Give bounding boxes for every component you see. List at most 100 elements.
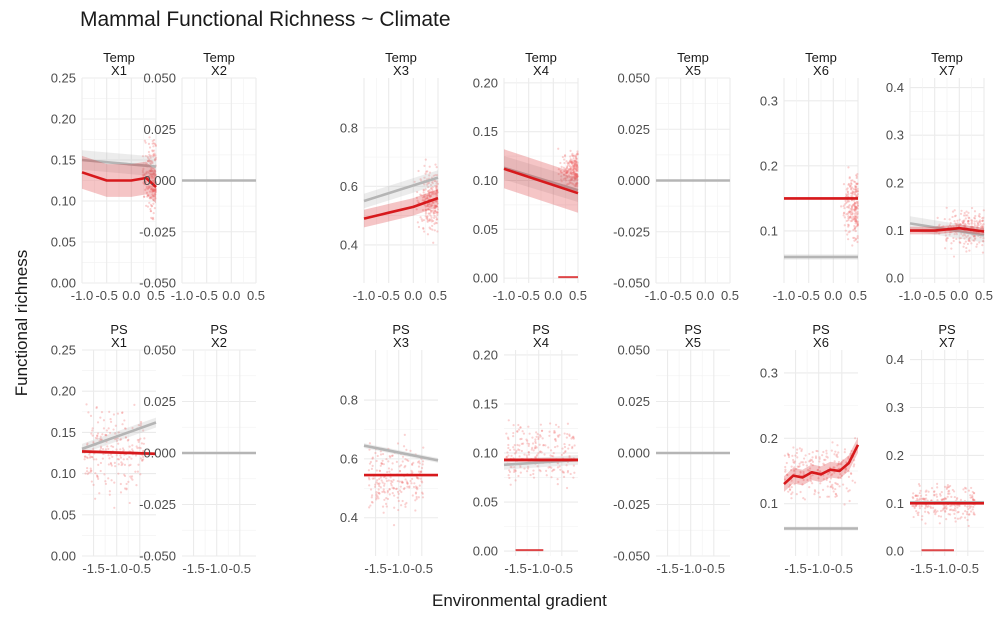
- data-point: [855, 182, 859, 185]
- data-point: [784, 470, 787, 473]
- data-point: [835, 454, 838, 457]
- x-tick-label: -1.0: [353, 288, 375, 303]
- data-point: [808, 460, 811, 463]
- data-point: [152, 216, 155, 219]
- data-point: [89, 414, 93, 417]
- data-point: [569, 158, 572, 161]
- data-point: [570, 161, 573, 164]
- data-point: [567, 182, 570, 186]
- data-point: [854, 215, 858, 219]
- data-point: [148, 153, 151, 156]
- data-point: [854, 227, 857, 230]
- data-point: [968, 216, 971, 220]
- data-point: [392, 487, 395, 490]
- data-point: [129, 463, 132, 466]
- data-point: [805, 464, 808, 467]
- data-point: [829, 477, 833, 480]
- data-point: [515, 449, 518, 452]
- data-point: [849, 472, 853, 475]
- data-point: [431, 202, 434, 205]
- data-point: [945, 507, 948, 511]
- data-point: [101, 433, 104, 436]
- data-point: [574, 174, 577, 178]
- data-point: [139, 447, 142, 450]
- data-point: [398, 469, 402, 473]
- data-point: [430, 216, 433, 219]
- data-point: [950, 495, 953, 498]
- data-point: [430, 192, 434, 196]
- data-point: [978, 215, 981, 218]
- data-point: [426, 204, 429, 207]
- data-point: [854, 209, 857, 212]
- data-point: [809, 480, 813, 483]
- data-point: [86, 467, 89, 470]
- data-point: [959, 237, 962, 240]
- data-point: [560, 178, 563, 181]
- data-point: [963, 242, 966, 245]
- data-point: [576, 163, 579, 166]
- data-point: [570, 171, 573, 174]
- data-point: [99, 461, 103, 465]
- data-point: [969, 236, 972, 239]
- data-point: [968, 513, 971, 516]
- data-point: [957, 224, 961, 227]
- data-point: [525, 438, 528, 441]
- data-point: [850, 192, 854, 195]
- data-point: [969, 496, 972, 499]
- data-point: [979, 225, 983, 228]
- data-point: [847, 215, 850, 218]
- data-point: [831, 473, 834, 476]
- data-point: [571, 168, 574, 171]
- data-point: [852, 203, 855, 206]
- data-point: [151, 149, 154, 152]
- data-point: [382, 488, 385, 491]
- data-point: [573, 175, 576, 178]
- data-point: [430, 191, 434, 194]
- data-point: [434, 211, 437, 214]
- data-point: [148, 160, 152, 163]
- data-point: [575, 167, 579, 170]
- data-point: [787, 453, 790, 457]
- data-point: [923, 498, 926, 501]
- data-point: [856, 222, 859, 225]
- data-point: [569, 167, 572, 170]
- data-point: [142, 173, 146, 177]
- data-point: [435, 189, 438, 192]
- data-point: [123, 487, 127, 490]
- data-point: [572, 169, 575, 172]
- data-point: [575, 161, 578, 164]
- x-tick-label: 0.0: [122, 288, 140, 303]
- data-point: [783, 478, 787, 481]
- data-point: [521, 430, 524, 433]
- data-point: [149, 208, 152, 211]
- data-point: [111, 445, 115, 449]
- data-point: [382, 511, 385, 514]
- data-point: [924, 504, 927, 507]
- data-point: [412, 461, 415, 464]
- data-point: [420, 491, 424, 494]
- data-point: [428, 205, 431, 208]
- data-point: [89, 455, 92, 458]
- data-point: [385, 479, 388, 483]
- data-point: [972, 499, 975, 502]
- data-point: [563, 445, 567, 449]
- data-point: [852, 236, 855, 239]
- data-point: [109, 453, 113, 456]
- data-point: [811, 482, 814, 485]
- data-point: [534, 438, 537, 441]
- data-point: [964, 234, 967, 237]
- data-point: [152, 173, 155, 176]
- data-point: [426, 183, 429, 186]
- data-point: [531, 446, 534, 449]
- data-point: [405, 501, 408, 505]
- data-point: [564, 174, 567, 177]
- data-point: [131, 448, 134, 451]
- data-point: [970, 225, 974, 229]
- data-point: [978, 220, 981, 223]
- data-point: [571, 152, 574, 155]
- data-point: [96, 434, 99, 437]
- data-point: [831, 486, 834, 489]
- data-point: [854, 193, 857, 196]
- data-point: [107, 427, 110, 430]
